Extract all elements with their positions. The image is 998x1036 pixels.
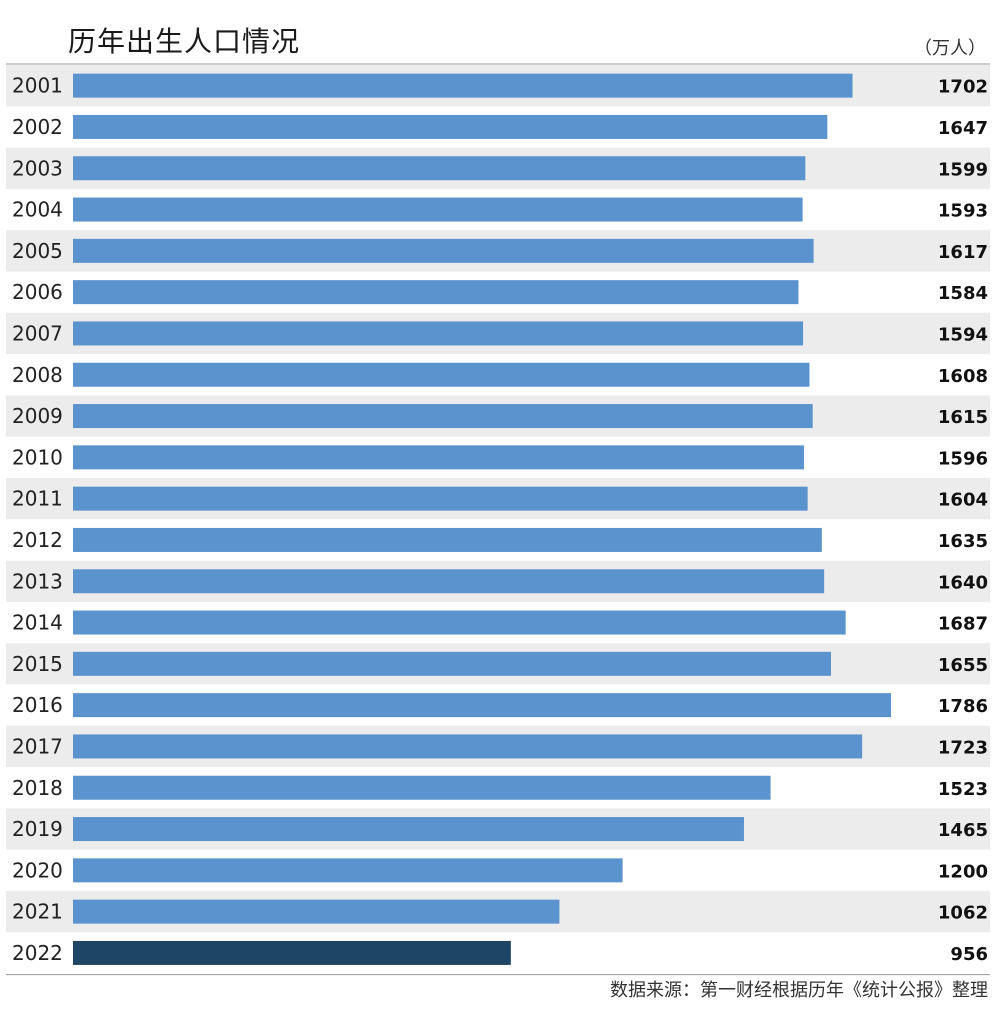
bar-2020 [73,858,623,883]
category-label: 2015 [12,652,63,676]
category-label: 2011 [12,487,63,511]
bar-2014 [73,610,846,635]
category-label: 2003 [12,156,63,180]
category-label: 2004 [12,198,63,222]
bar-2015 [73,651,832,676]
value-label: 1062 [938,903,988,924]
bar-2021 [73,899,560,924]
value-label: 1635 [938,531,988,552]
value-label: 1608 [938,366,988,387]
value-label: 956 [950,944,988,965]
value-label: 1647 [938,118,988,139]
bar-2006 [73,280,799,305]
bar-2008 [73,362,810,387]
value-label: 1604 [938,490,988,511]
bar-2011 [73,486,808,511]
category-label: 2020 [12,858,63,882]
category-label: 2001 [12,74,63,98]
source-note: 数据来源：第一财经根据历年《统计公报》整理 [610,980,988,1001]
value-label: 1702 [938,77,988,98]
category-label: 2022 [12,941,63,965]
value-label: 1523 [938,779,988,800]
value-label: 1200 [938,861,988,882]
value-label: 1723 [938,737,988,758]
bar-2003 [73,156,806,181]
category-label: 2021 [12,900,63,924]
bar-2004 [73,197,803,222]
bar-2019 [73,817,744,842]
bar-2005 [73,238,814,263]
bar-2016 [73,693,891,718]
value-label: 1594 [938,324,988,345]
bar-2001 [73,73,853,98]
category-label: 2017 [12,734,63,758]
category-label: 2006 [12,280,63,304]
category-label: 2008 [12,363,63,387]
bar-2013 [73,569,825,594]
value-label: 1593 [938,201,988,222]
bar-2010 [73,445,804,470]
bar-2007 [73,321,804,346]
category-label: 2007 [12,321,63,345]
category-label: 2010 [12,445,63,469]
bar-2009 [73,404,813,429]
unit-label: （万人） [914,38,986,59]
value-label: 1640 [938,572,988,593]
category-label: 2014 [12,611,63,635]
value-label: 1584 [938,283,988,304]
value-label: 1465 [938,820,988,841]
bar-2018 [73,775,771,800]
value-label: 1596 [938,448,988,469]
category-label: 2019 [12,817,63,841]
value-label: 1617 [938,242,988,263]
category-label: 2018 [12,776,63,800]
category-label: 2012 [12,528,63,552]
category-label: 2016 [12,693,63,717]
value-label: 1687 [938,614,988,635]
category-label: 2009 [12,404,63,428]
value-label: 1599 [938,159,988,180]
bar-2017 [73,734,863,759]
category-label: 2013 [12,569,63,593]
category-label: 2002 [12,115,63,139]
value-label: 1655 [938,655,988,676]
value-label: 1786 [938,696,988,717]
chart-title: 历年出生人口情况 [68,25,301,58]
bar-2012 [73,527,822,552]
category-label: 2005 [12,239,63,263]
bar-2022 [73,940,511,965]
bar-2002 [73,114,828,139]
value-label: 1615 [938,407,988,428]
